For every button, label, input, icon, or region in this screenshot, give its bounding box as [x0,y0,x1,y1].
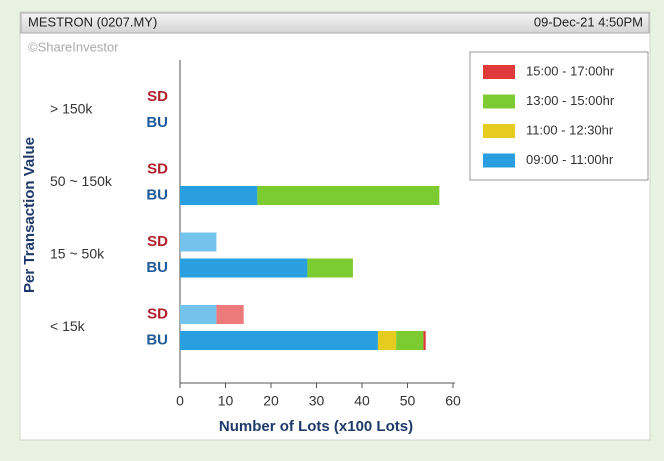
x-tick-label: 40 [354,393,370,409]
header-date: 09-Dec-21 4:50PM [534,14,643,29]
legend-label: 09:00 - 11:00hr [526,152,614,167]
bar-segment [307,258,353,278]
group-label: 15 ~ 50k [50,246,105,262]
group-label: < 15k [50,318,86,334]
legend-swatch [483,65,515,79]
side-label: BU [146,331,168,348]
legend-swatch [483,94,515,109]
x-tick-label: 60 [445,393,461,409]
x-tick-label: 0 [176,393,184,409]
y-axis-label: Per Transaction Value [21,137,38,293]
legend-label: 13:00 - 15:00hr [526,93,615,108]
header-bar [20,12,650,34]
side-label: SD [147,305,168,322]
bar-segment [423,331,426,350]
legend-swatch [483,153,515,168]
x-axis-label: Number of Lots (x100 Lots) [219,418,413,435]
group-label: 50 ~ 150k [50,173,113,189]
bar-segment [180,232,217,252]
side-label: BU [146,114,168,131]
legend-label: 15:00 - 17:00hr [526,63,615,78]
x-tick-label: 30 [309,393,325,409]
legend-label: 11:00 - 12:30hr [526,122,614,137]
side-label: SD [147,160,168,177]
watermark: ©ShareInvestor [28,39,119,54]
side-label: SD [147,233,168,250]
bar-segment [377,331,397,350]
x-tick-label: 20 [263,393,279,409]
bar-segment [180,258,308,278]
side-label: BU [146,186,168,203]
side-label: SD [147,88,168,105]
bar-segment [180,331,378,350]
x-tick-label: 10 [218,393,234,409]
bar-segment [180,305,217,324]
side-label: BU [146,259,168,276]
legend-swatch [483,124,515,138]
bar-segment [180,186,258,205]
group-label: > 150k [50,101,93,117]
x-tick-label: 50 [400,393,416,409]
bar-segment [396,331,424,350]
bar-segment [257,186,440,205]
bar-segment [216,305,244,324]
header-title: MESTRON (0207.MY) [28,14,157,29]
